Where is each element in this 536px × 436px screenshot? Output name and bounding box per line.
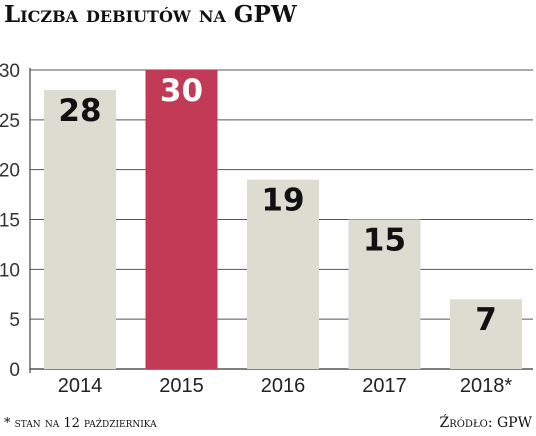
y-tick-label-15: 15: [0, 211, 20, 232]
chart-title: Liczba debiutów na GPW: [4, 1, 297, 28]
y-tick-label-20: 20: [0, 161, 20, 182]
value-label-2014: 28: [58, 93, 101, 129]
bar-2017: [348, 219, 421, 369]
footnote: * stan na 12 października: [4, 416, 157, 431]
value-label-2017: 15: [363, 223, 406, 259]
y-tick-label-25: 25: [0, 111, 20, 132]
y-tick-label-0: 0: [9, 360, 20, 381]
x-tick-label-2018*: 2018*: [460, 375, 512, 397]
x-tick-label-2015: 2015: [159, 375, 204, 397]
bar-2016: [247, 179, 319, 369]
x-tick-label-2017: 2017: [362, 375, 407, 397]
value-label-2016: 19: [261, 183, 304, 219]
y-tick-label-10: 10: [0, 260, 20, 281]
bar-2015: [145, 70, 218, 369]
y-tick-label-30: 30: [0, 61, 20, 82]
y-tick-label-5: 5: [9, 310, 20, 331]
labels: 0 5 10 15 20 25 30 28 2014 30 2015 19 2016 15 2017 7 201…: [0, 61, 512, 397]
x-tick-label-2016: 2016: [261, 375, 306, 397]
bar-2014: [44, 89, 116, 369]
bars: [44, 70, 522, 369]
source-note: Źródło: GPW: [439, 415, 532, 431]
value-label-2018*: 7: [475, 302, 497, 338]
value-label-2015: 30: [160, 73, 203, 109]
bar-2018*: [450, 299, 522, 369]
x-tick-label-2014: 2014: [58, 375, 103, 397]
